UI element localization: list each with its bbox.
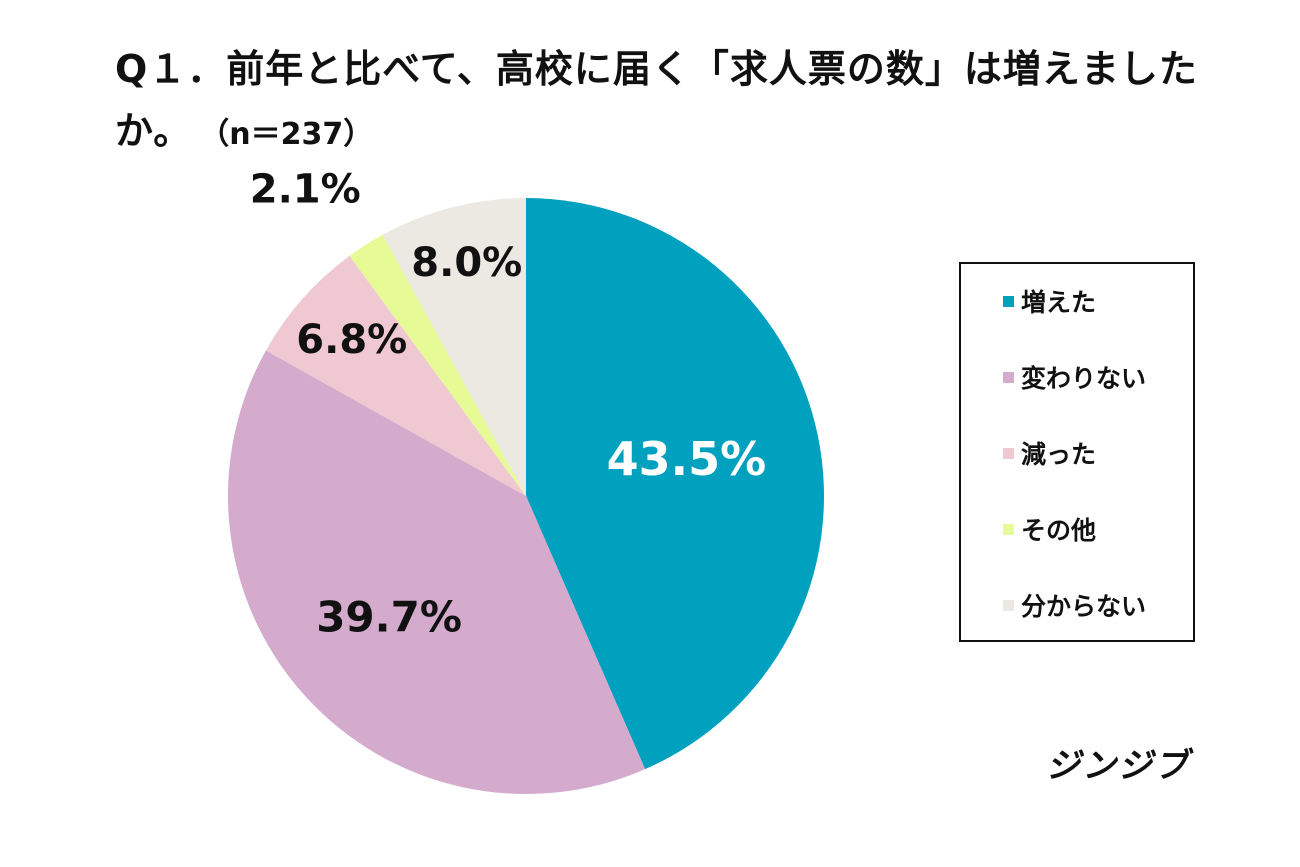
data-label-unchanged: 39.7% <box>316 593 462 642</box>
chart-title: Q１．前年と比べて、高校に届く「求人票の数」は増えました か。 （n＝237） <box>115 38 1215 166</box>
legend-item-unknown: 分からない <box>1003 590 1147 621</box>
data-label-unknown: 8.0% <box>411 240 522 286</box>
pie-slice-increased <box>526 198 824 770</box>
data-label-decreased: 6.8% <box>296 317 407 363</box>
pie-slice-other <box>349 234 526 496</box>
legend-item-increased: 増えた <box>1003 286 1097 317</box>
legend-swatch-increased <box>1003 295 1014 307</box>
legend-swatch-decreased <box>1003 447 1014 459</box>
legend-swatch-other <box>1003 523 1014 535</box>
legend-label-decreased: 減った <box>1021 440 1097 469</box>
brand-logo-text: ジンジブ <box>1046 746 1190 786</box>
pie-slice-unchanged <box>228 350 646 794</box>
pie-slice-decreased <box>265 255 526 496</box>
legend-swatch-unchanged <box>1003 371 1014 383</box>
legend-label-unknown: 分からない <box>1021 592 1147 621</box>
title-line-2: か。 （n＝237） <box>115 100 1215 166</box>
data-label-increased: 43.5% <box>607 432 767 486</box>
sample-size-label: （n＝237） <box>214 117 374 152</box>
legend-label-increased: 増えた <box>1021 288 1097 317</box>
legend-item-other: その他 <box>1003 514 1097 545</box>
pie-slice-unknown <box>382 198 526 496</box>
legend-label-other: その他 <box>1021 516 1097 545</box>
data-label-other: 2.1% <box>250 167 361 213</box>
legend-item-unchanged: 変わりない <box>1003 362 1147 393</box>
title-line-1: Q１．前年と比べて、高校に届く「求人票の数」は増えました <box>115 47 1198 91</box>
legend-label-unchanged: 変わりない <box>1021 364 1147 393</box>
title-line-2-text: か。 <box>115 109 193 153</box>
pie-slices <box>228 198 824 794</box>
pie-labels: 43.5% 39.7% 6.8% 2.1% 8.0% <box>250 167 766 642</box>
legend: 増えた 変わりない 減った その他 分からない <box>959 262 1195 642</box>
legend-item-decreased: 減った <box>1003 438 1097 469</box>
legend-swatch-unknown <box>1003 599 1014 611</box>
